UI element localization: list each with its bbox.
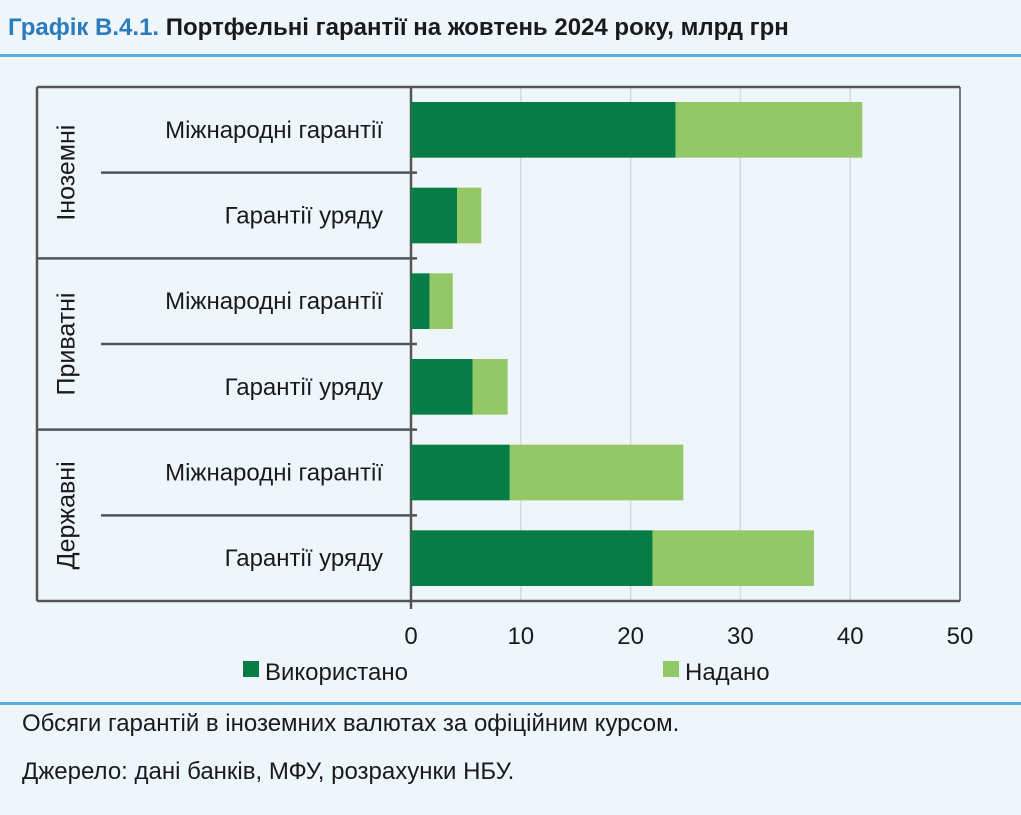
category-label: Гарантії уряду <box>225 374 383 401</box>
chart-title-text: Портфельні гарантії на жовтень 2024 року… <box>165 14 789 41</box>
bar-segment <box>411 530 653 586</box>
bar-segment <box>411 102 676 158</box>
x-tick-label: 20 <box>617 623 644 650</box>
bar-segment <box>429 273 453 329</box>
footer-divider <box>0 702 1021 705</box>
category-label: Міжнародні гарантії <box>165 460 383 487</box>
x-tick-label: 0 <box>404 623 417 650</box>
chart-note: Обсяги гарантій в іноземних валютах за о… <box>22 710 680 737</box>
bar-segment <box>652 530 814 586</box>
title-divider <box>0 54 1021 57</box>
bar-segment <box>411 187 458 244</box>
bar-chart: 0 10 20 30 40 50 Іноземні Міжнародні гарантії Га… <box>35 85 974 686</box>
category-label: Гарантії уряду <box>225 545 383 572</box>
bar-segment <box>411 444 510 501</box>
legend-swatch <box>663 661 679 677</box>
group-label: Приватні <box>53 292 81 395</box>
bar-segment <box>411 273 430 329</box>
group-label: Іноземні <box>53 125 81 221</box>
legend-label: Використано <box>265 659 408 686</box>
category-label: Гарантії уряду <box>225 203 383 230</box>
chart-title: Графік В.4.1. Портфельні гарантії на жов… <box>8 14 789 42</box>
x-tick-label: 40 <box>837 623 864 650</box>
bar-segment <box>457 187 482 244</box>
bar-segment <box>675 102 863 158</box>
x-tick-label: 50 <box>947 623 974 650</box>
category-label: Міжнародні гарантії <box>165 288 383 315</box>
bar-segment <box>411 359 473 415</box>
bar-segment <box>509 444 684 501</box>
chart-source: Джерело: дані банків, МФУ, розрахунки НБ… <box>22 758 515 785</box>
legend-swatch <box>243 661 259 677</box>
legend-label: Надано <box>685 659 770 686</box>
x-tick-label: 30 <box>727 623 754 650</box>
chart-number: Графік В.4.1. <box>8 14 160 41</box>
x-tick-label: 10 <box>507 623 534 650</box>
group-label: Державні <box>53 461 81 569</box>
bar-segment <box>472 359 508 415</box>
category-label: Міжнародні гарантії <box>165 117 383 144</box>
